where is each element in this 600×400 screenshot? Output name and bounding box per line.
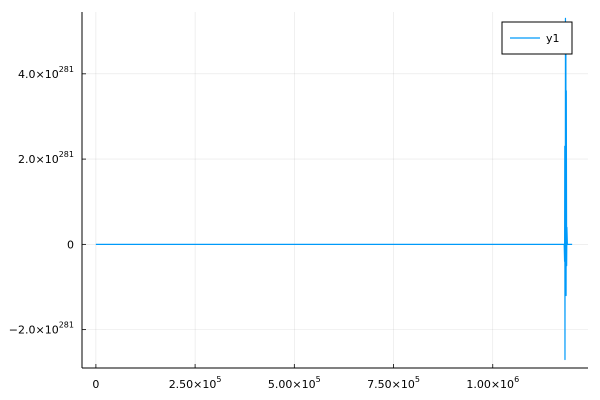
x-tick-label: 7.50×105 xyxy=(367,375,420,391)
x-tick-label: 5.00×105 xyxy=(268,375,321,391)
y-tick-labels: −2.0×10281 0 2.0×10281 4.0×10281 xyxy=(9,65,74,337)
x-tick-label: 1.00×106 xyxy=(466,375,519,391)
axes xyxy=(81,12,588,369)
x-tick-label: 2.50×105 xyxy=(169,375,222,391)
series-line-y1 xyxy=(95,17,573,361)
y-tick-label: −2.0×10281 xyxy=(9,321,74,337)
x-tick-label: 0 xyxy=(92,378,99,391)
y-tick-label: 0 xyxy=(67,238,74,251)
series-layer xyxy=(95,17,573,361)
x-tick-labels: 0 2.50×105 5.00×105 7.50×105 1.00×106 xyxy=(92,375,519,391)
legend: y1 xyxy=(501,21,573,55)
legend-label-y1: y1 xyxy=(546,32,560,45)
y-tick-label: 4.0×10281 xyxy=(18,65,74,81)
y-tick-label: 2.0×10281 xyxy=(18,150,74,166)
